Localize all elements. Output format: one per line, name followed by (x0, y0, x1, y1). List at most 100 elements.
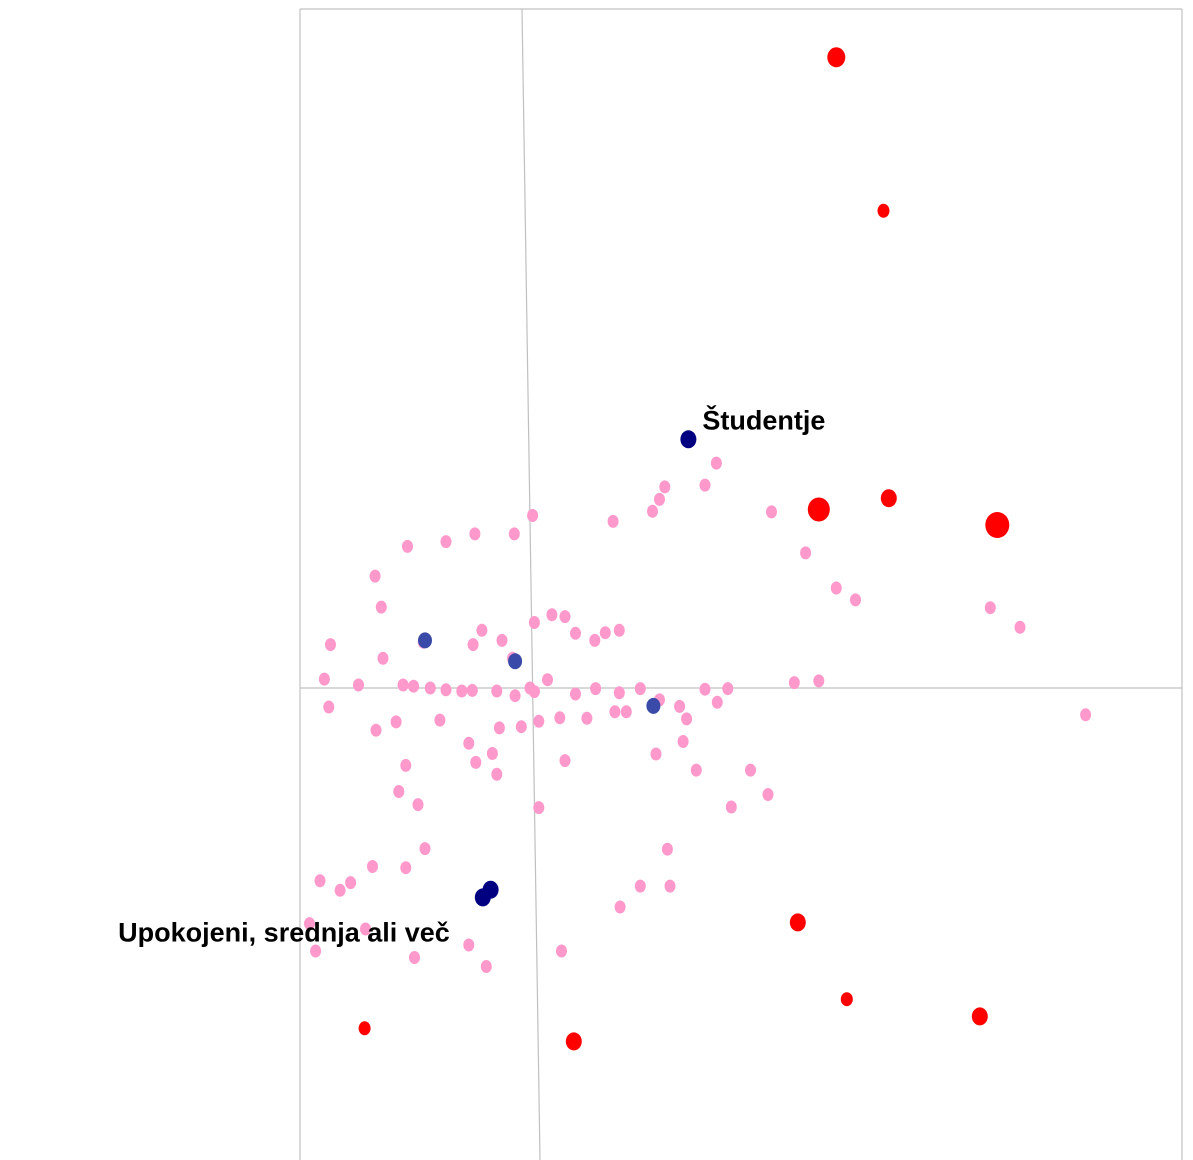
scatter-point-red (565, 1032, 582, 1051)
scatter-point-red (985, 512, 1010, 538)
point-label: Študentje (702, 404, 825, 435)
scatter-point-pink (722, 682, 734, 696)
scatter-point-pink (390, 715, 402, 729)
scatter-point-pink (613, 623, 625, 637)
scatter-point-pink (480, 960, 492, 973)
scatter-point-pink (830, 581, 842, 595)
scatter-point-pink (408, 679, 420, 693)
scatter-point-blue (418, 632, 432, 649)
scatter-point-pink (559, 610, 571, 624)
scatter-point-pink (496, 633, 508, 647)
scatter-point-pink (467, 638, 479, 652)
scatter-point-pink (589, 633, 601, 647)
scatter-point-pink (412, 798, 424, 812)
scatter-point-pink (634, 682, 646, 696)
scatter-point-pink (469, 527, 481, 541)
scatter-point-pink (664, 879, 676, 893)
scatter-point-pink (400, 758, 412, 772)
scatter-point-pink (599, 626, 611, 640)
scatter-point-pink (367, 860, 378, 873)
scatter-point-pink (470, 755, 482, 769)
scatter-point-pink (710, 456, 722, 470)
scatter-point-pink (493, 721, 505, 735)
scatter-point-pink (607, 514, 619, 528)
scatter-point-pink (334, 883, 346, 897)
scatter-point-pink (581, 711, 593, 725)
scatter-point-pink (590, 682, 602, 696)
scatter-point-pink (699, 682, 711, 696)
scatter-point-red (789, 913, 806, 932)
scatter-point-pink (370, 723, 382, 737)
scatter-point-pink (375, 600, 387, 614)
scatter-point-pink (613, 686, 625, 700)
scatter-point-pink (690, 763, 702, 777)
scatter-point-pink (491, 767, 503, 781)
scatter-point-pink (463, 938, 475, 952)
scatter-point-pink (647, 504, 658, 518)
scatter-point-pink (766, 505, 777, 519)
scatter-point-pink (1080, 708, 1092, 722)
scatter-point-pink (984, 601, 996, 615)
scatter-point-pink (360, 922, 371, 936)
scatter-point-pink (677, 735, 689, 748)
scatter-point-red (877, 203, 890, 218)
scatter-point-pink (476, 623, 488, 637)
points (304, 47, 1092, 1051)
scatter-point-pink (466, 683, 478, 697)
scatter-point-pink (570, 687, 581, 701)
scatter-point-pink (353, 678, 364, 692)
scatter-point-blue (474, 888, 491, 907)
scatter-point-pink (570, 626, 581, 640)
scatter-point-pink (486, 747, 498, 760)
scatter-point-pink (559, 754, 571, 768)
scatter-point-red (971, 1007, 988, 1026)
scatter-point-pink (509, 689, 521, 703)
scatter-point-pink (310, 944, 322, 958)
axes (299, 8, 1183, 1160)
scatter-point-pink (554, 711, 566, 725)
scatter-point-pink (800, 546, 812, 560)
scatter-point-pink (508, 527, 520, 541)
point-labels: ŠtudentjeDijakiOsnovnošolci, 10+Upokojen… (118, 404, 825, 947)
scatter-point-blue (508, 653, 523, 670)
scatter-point-pink (440, 683, 452, 697)
scatter-point-pink (813, 674, 825, 688)
scatter-point-pink (409, 951, 420, 964)
scatter-point-pink (515, 720, 527, 734)
scatter-point-pink (434, 713, 446, 727)
scatter-point-pink (323, 700, 335, 714)
scatter-point-pink (527, 509, 539, 522)
scatter-point-pink (546, 608, 558, 622)
scatter-point-pink (456, 684, 468, 698)
scatter-point-pink (419, 842, 431, 856)
scatter-point-pink (556, 944, 567, 958)
scatter-point-blue (646, 697, 661, 714)
scatter-point-pink (440, 535, 452, 549)
scatter-point-pink (620, 705, 632, 719)
scatter-point-pink (661, 842, 673, 856)
scatter-point-pink (345, 876, 357, 890)
scatter-point-red (827, 47, 846, 68)
scatter-point-pink (542, 673, 553, 687)
scatter-point-red (358, 1021, 371, 1036)
scatter-point-pink (762, 788, 774, 801)
scatter-point-pink (614, 900, 626, 914)
scatter-point-pink (314, 874, 326, 888)
scatter-point-pink (424, 681, 436, 695)
point-label: Upokojeni, srednja ali več (118, 917, 450, 947)
scatter-point-pink (304, 917, 315, 931)
scatter-point-pink (402, 539, 413, 553)
scatter-point-pink (850, 593, 861, 607)
scatter-point-pink (654, 492, 665, 506)
scatter-point-red (880, 489, 897, 508)
scatter-point-pink (725, 800, 737, 814)
scatter-point-pink (1014, 620, 1026, 634)
scatter-point-pink (659, 480, 671, 494)
scatter-point-red (840, 992, 853, 1007)
scatter-point-pink (528, 685, 540, 699)
scatter-point-pink (711, 695, 723, 709)
scatter-point-pink (609, 705, 621, 719)
scatter-point-pink (634, 879, 646, 893)
scatter-point-pink (699, 478, 711, 492)
